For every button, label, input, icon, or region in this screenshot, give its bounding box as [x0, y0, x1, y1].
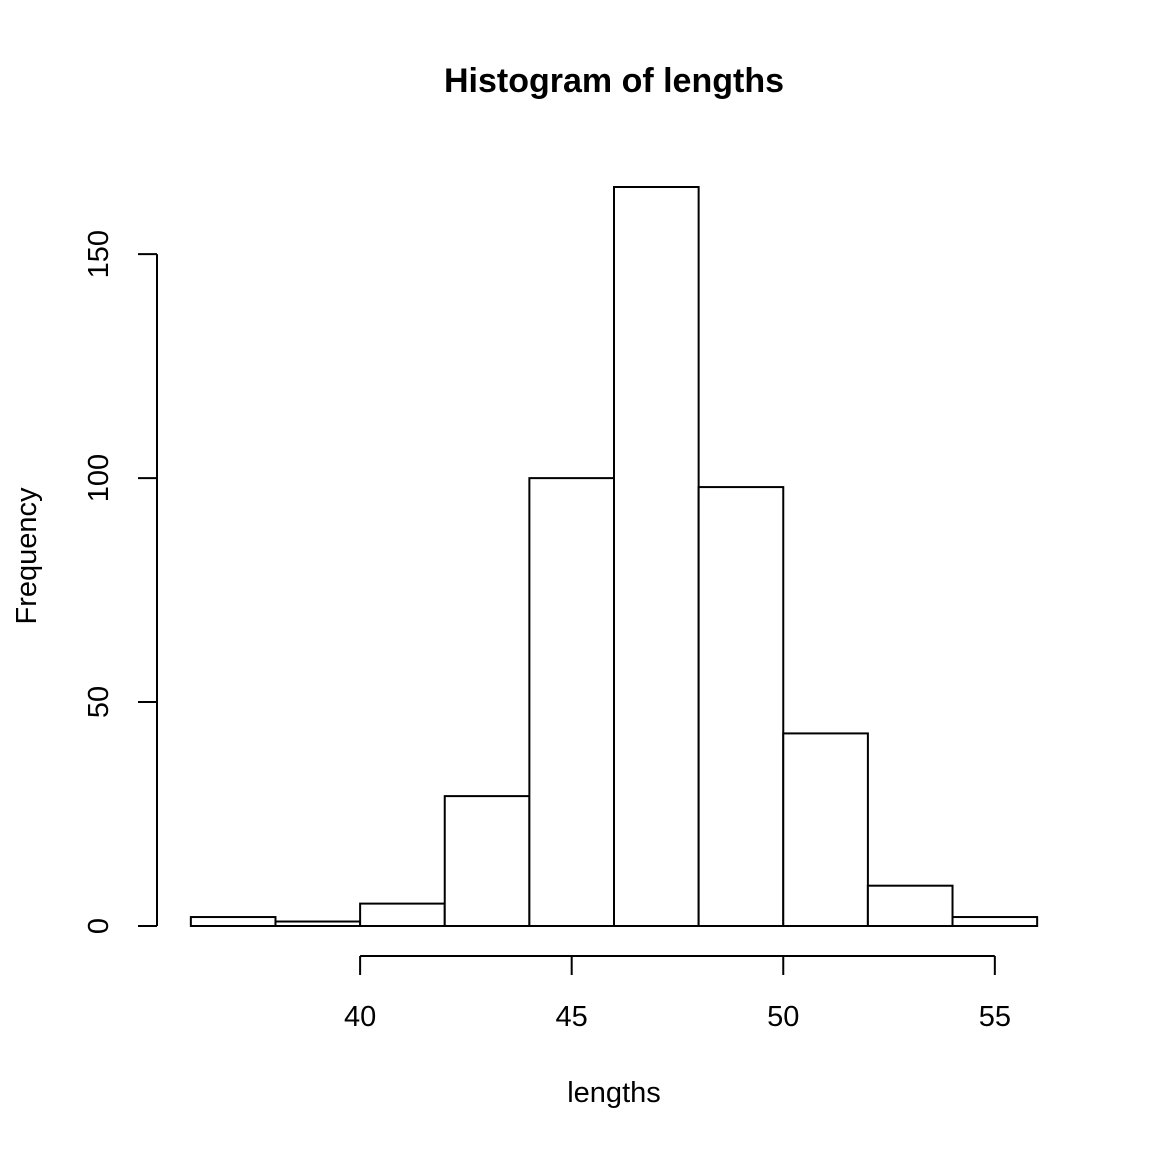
y-tick-label: 100 [83, 454, 115, 502]
x-tick-label: 45 [556, 1001, 588, 1033]
histogram-bars [189, 186, 1039, 928]
histogram-bar [359, 902, 446, 928]
histogram-bar [782, 732, 869, 927]
histogram-bar [443, 795, 531, 928]
y-axis: 0 50 100 150 [83, 230, 158, 934]
histogram-bar [697, 486, 785, 927]
x-tick-label: 50 [767, 1001, 799, 1033]
y-tick-label: 150 [83, 230, 115, 278]
x-tick-label: 40 [344, 1001, 376, 1033]
histogram-bar [866, 884, 954, 928]
x-tick-label: 55 [979, 1001, 1011, 1033]
histogram-bar [274, 920, 362, 928]
histogram-bar [189, 916, 277, 927]
histogram-bar [613, 186, 700, 927]
chart-title: Histogram of lengths [444, 62, 784, 100]
y-axis-label: Frequency [11, 487, 43, 625]
histogram-bar [528, 477, 615, 927]
x-axis-label: lengths [567, 1077, 661, 1109]
y-tick-label: 50 [83, 686, 115, 718]
histogram-bar [951, 916, 1039, 927]
x-axis: 40 45 50 55 [344, 955, 1011, 1033]
y-tick-label: 0 [83, 918, 115, 934]
